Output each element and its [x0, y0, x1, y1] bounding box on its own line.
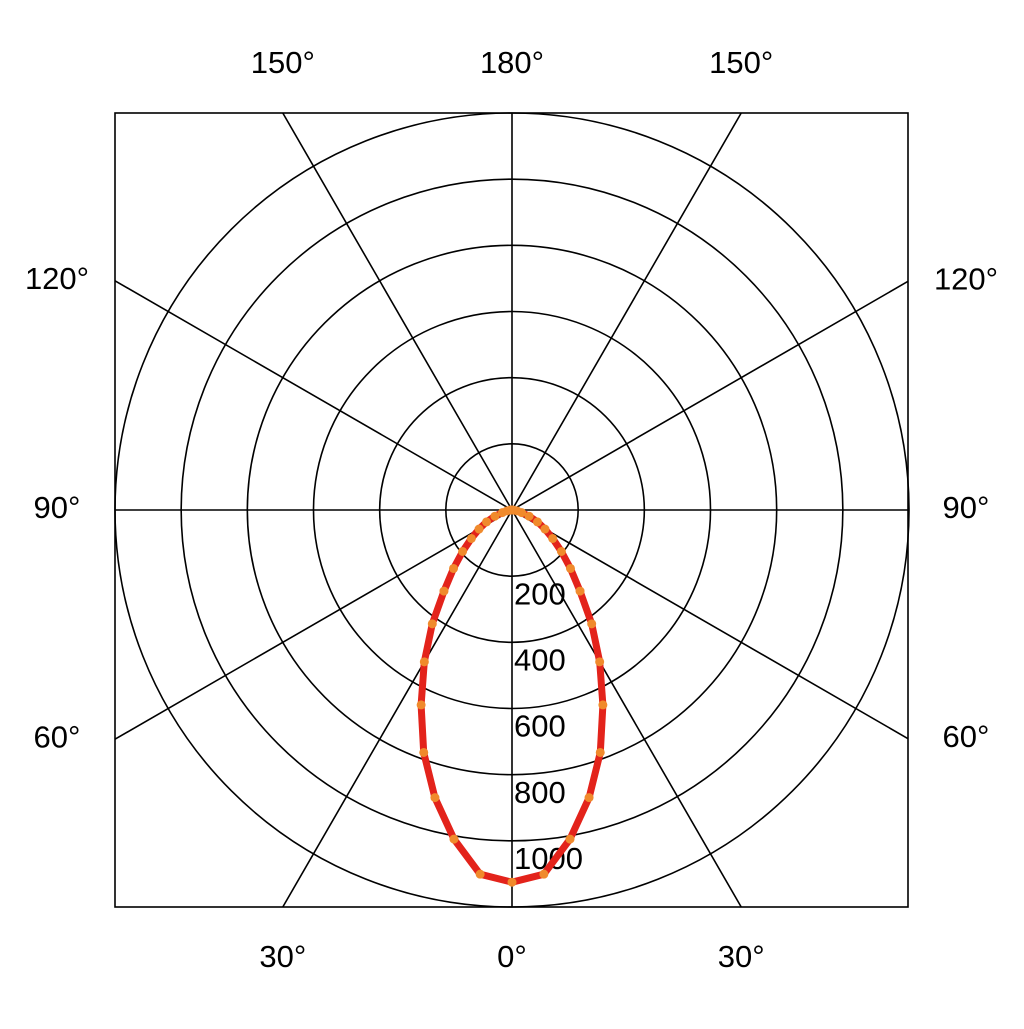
- angle-label: 90°: [943, 490, 990, 525]
- angle-label: 180°: [480, 45, 544, 80]
- angle-label: 60°: [943, 719, 990, 754]
- angle-label: 60°: [34, 719, 81, 754]
- series-dot: [449, 563, 459, 573]
- series-dot: [548, 533, 558, 543]
- series-dot: [584, 793, 594, 803]
- series-dot: [474, 524, 484, 534]
- series-dot: [430, 793, 440, 803]
- series-dot: [439, 586, 449, 596]
- angle-label: 150°: [251, 45, 315, 80]
- angle-label: 90°: [34, 490, 81, 525]
- series-dot: [419, 747, 429, 757]
- series-dot: [595, 657, 605, 667]
- series-dot: [595, 747, 605, 757]
- angle-label: 120°: [934, 262, 998, 297]
- spoke: [511, 509, 742, 908]
- series-dot: [539, 869, 549, 879]
- angle-label: 0°: [497, 939, 527, 974]
- series-dot: [475, 869, 485, 879]
- spoke: [511, 112, 742, 511]
- series-dot: [507, 505, 517, 515]
- series-dot: [466, 533, 476, 543]
- radial-label: 400: [514, 643, 566, 678]
- radial-label: 600: [514, 709, 566, 744]
- series-dot: [490, 511, 500, 521]
- series-dot: [449, 834, 459, 844]
- spoke: [282, 112, 513, 511]
- spoke: [114, 509, 513, 740]
- spoke: [511, 280, 909, 511]
- series-dot: [458, 546, 468, 556]
- series-dot: [540, 524, 550, 534]
- series-dot: [575, 586, 585, 596]
- angle-label: 150°: [709, 45, 773, 80]
- series-dot: [419, 657, 429, 667]
- series-dot: [416, 700, 426, 710]
- spoke: [282, 509, 513, 908]
- series-dot: [532, 517, 542, 527]
- series-dot: [524, 511, 534, 521]
- series-dot: [565, 563, 575, 573]
- angle-label: 120°: [25, 261, 89, 296]
- radial-label: 800: [514, 775, 566, 810]
- series-dot: [497, 508, 507, 518]
- spoke: [511, 509, 909, 740]
- series-dot: [507, 877, 517, 887]
- angle-label: 30°: [718, 939, 765, 974]
- spoke: [114, 280, 513, 511]
- series-dot: [598, 700, 608, 710]
- series-dot: [565, 834, 575, 844]
- series-dot: [587, 619, 597, 629]
- series-dot: [482, 517, 492, 527]
- series-dot: [556, 546, 566, 556]
- angle-label: 30°: [259, 939, 306, 974]
- series-dot: [427, 619, 437, 629]
- radial-label: 200: [514, 576, 566, 611]
